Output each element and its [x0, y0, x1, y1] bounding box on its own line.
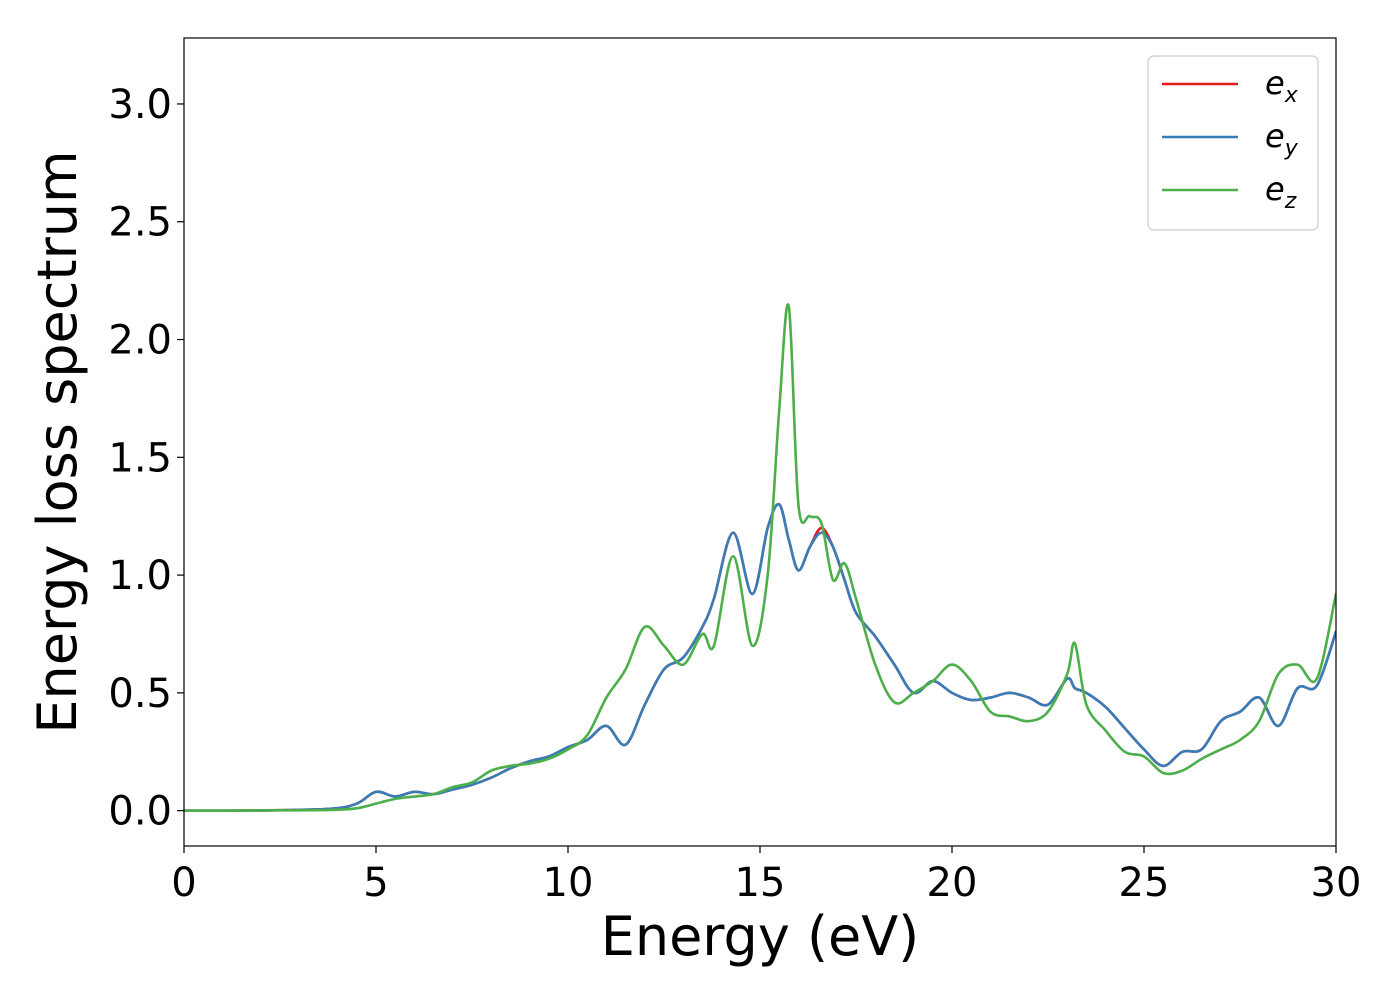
legend-label-subscript: x: [1284, 83, 1299, 108]
legend-label-ez: ez: [1265, 170, 1297, 214]
legend-label-base: e: [1265, 64, 1285, 102]
y-tick-label: 0.0: [108, 789, 172, 835]
legend-label-base: e: [1265, 117, 1285, 155]
y-axis-label: Energy loss spectrum: [26, 150, 89, 733]
legend-label-base: e: [1265, 170, 1285, 208]
y-tick-label: 1.0: [108, 553, 172, 599]
plot-area: [183, 37, 1337, 847]
series-line-ez: [184, 303, 1336, 812]
y-tick-label: 3.0: [108, 82, 172, 128]
x-tick-label: 10: [543, 860, 594, 906]
x-tick-label: 25: [1119, 860, 1170, 906]
y-tick-label: 2.5: [108, 200, 172, 246]
x-axis-label: Energy (eV): [601, 905, 920, 968]
x-tick-label: 30: [1311, 860, 1362, 906]
x-tick-label: 0: [171, 860, 196, 906]
y-tick-label: 0.5: [108, 671, 172, 717]
legend-frame: [1147, 55, 1319, 231]
series-layer: [184, 303, 1336, 812]
x-axis: 0 5 10 15 20 25 30: [171, 846, 1361, 906]
x-tick-label: 20: [927, 860, 978, 906]
y-tick-label: 1.5: [108, 435, 172, 481]
legend-label-subscript: y: [1284, 136, 1299, 161]
x-tick-label: 5: [363, 860, 388, 906]
legend-label-ey: ey: [1265, 117, 1299, 161]
legend-label-ex: ex: [1265, 64, 1299, 108]
x-tick-label: 15: [735, 860, 786, 906]
y-axis: 0.0 0.5 1.0 1.5 2.0 2.5 3.0: [108, 82, 184, 835]
legend-label-subscript: z: [1284, 189, 1297, 214]
y-tick-label: 2.0: [108, 318, 172, 364]
series-line-ey: [184, 502, 1336, 812]
